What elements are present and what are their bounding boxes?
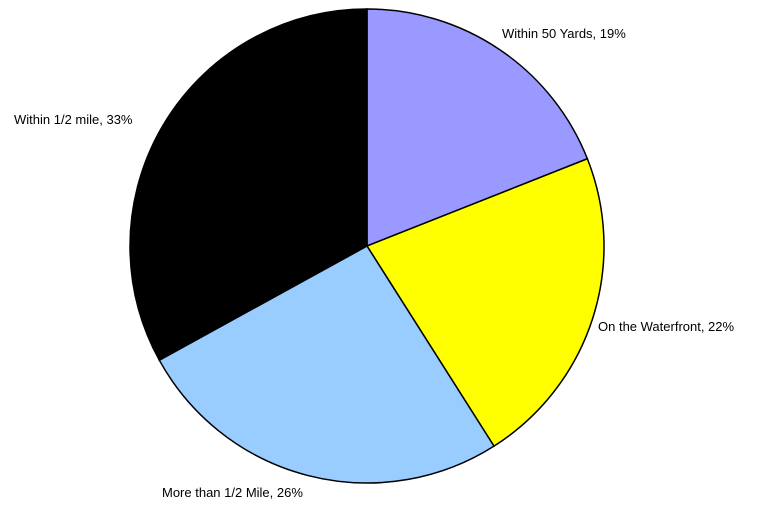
slice-label: On the Waterfront, 22%: [598, 319, 735, 334]
slice-label: Within 50 Yards, 19%: [502, 26, 626, 41]
slice-label: Within 1/2 mile, 33%: [14, 112, 133, 127]
pie-labels: Within 50 Yards, 19% On the Waterfront, 2…: [14, 26, 735, 500]
pie-slice-within-1-2-mile: [129, 8, 368, 362]
pie-slice-on-the-waterfront: [365, 157, 605, 448]
pie-slices: [129, 8, 605, 484]
pie-slice-within-50-yards: [366, 8, 589, 248]
slice-label: More than 1/2 Mile, 26%: [162, 485, 303, 500]
pie-slice-more-than-1-2-mile: [158, 245, 496, 484]
